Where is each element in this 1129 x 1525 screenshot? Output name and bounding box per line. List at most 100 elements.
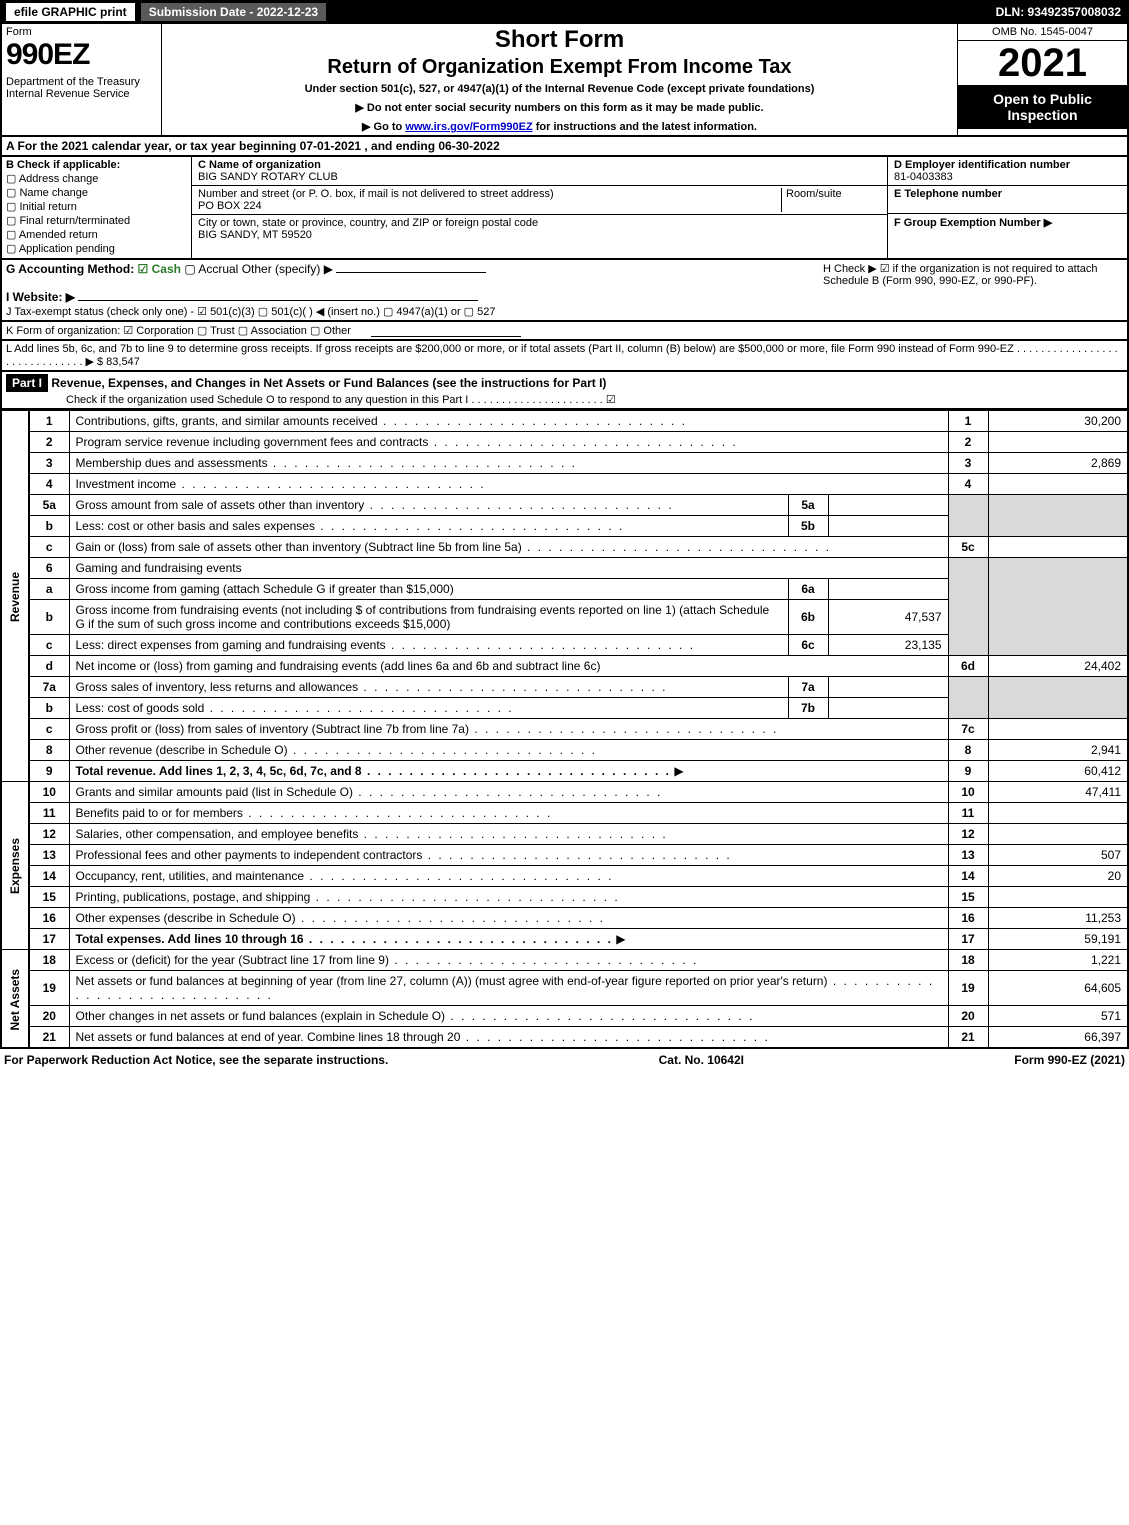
ln-6b: b (29, 600, 69, 635)
ln-19: 19 (29, 971, 69, 1006)
num-7c: 7c (948, 719, 988, 740)
street-address: PO BOX 224 (198, 200, 262, 212)
amt-5c (988, 537, 1128, 558)
column-b-checkboxes: B Check if applicable: Address change Na… (2, 157, 192, 258)
desc-13: Professional fees and other payments to … (69, 845, 948, 866)
block-b-through-f: B Check if applicable: Address change Na… (0, 157, 1129, 260)
part-1-title: Revenue, Expenses, and Changes in Net As… (51, 376, 606, 390)
subamt-6a (828, 579, 948, 600)
ln-21: 21 (29, 1027, 69, 1049)
chk-initial-return[interactable]: Initial return (6, 200, 187, 213)
desc-7c: Gross profit or (loss) from sales of inv… (69, 719, 948, 740)
ln-6: 6 (29, 558, 69, 579)
desc-4: Investment income (69, 474, 948, 495)
ln-5c: c (29, 537, 69, 558)
ln-7a: 7a (29, 677, 69, 698)
desc-15: Printing, publications, postage, and shi… (69, 887, 948, 908)
num-11: 11 (948, 803, 988, 824)
row-l: L Add lines 5b, 6c, and 7b to line 9 to … (0, 341, 1129, 372)
expenses-side-label: Expenses (1, 782, 29, 950)
chk-final-return[interactable]: Final return/terminated (6, 214, 187, 227)
g-cash-checked[interactable]: ☑ Cash (138, 262, 181, 276)
k-other-blank[interactable] (371, 324, 521, 337)
chk-amended-return[interactable]: Amended return (6, 228, 187, 241)
desc-11: Benefits paid to or for members (69, 803, 948, 824)
amt-14: 20 (988, 866, 1128, 887)
desc-5b: Less: cost or other basis and sales expe… (69, 516, 788, 537)
desc-10: Grants and similar amounts paid (list in… (69, 782, 948, 803)
instruction-bullet-1: ▶ Do not enter social security numbers o… (170, 101, 949, 114)
f-group-exemption-label: F Group Exemption Number ▶ (894, 217, 1052, 229)
ln-15: 15 (29, 887, 69, 908)
ln-3: 3 (29, 453, 69, 474)
amt-4 (988, 474, 1128, 495)
chk-address-change[interactable]: Address change (6, 172, 187, 185)
subamt-5a (828, 495, 948, 516)
num-14: 14 (948, 866, 988, 887)
line-a-tax-year: A For the 2021 calendar year, or tax yea… (0, 137, 1129, 157)
ln-6c: c (29, 635, 69, 656)
g-other[interactable]: Other (specify) ▶ (242, 262, 333, 276)
desc-14: Occupancy, rent, utilities, and maintena… (69, 866, 948, 887)
num-16: 16 (948, 908, 988, 929)
chk-application-pending[interactable]: Application pending (6, 242, 187, 255)
amt-10: 47,411 (988, 782, 1128, 803)
ln-18: 18 (29, 950, 69, 971)
column-d-e-f: D Employer identification number 81-0403… (887, 157, 1127, 258)
desc-3: Membership dues and assessments (69, 453, 948, 474)
website-blank[interactable] (78, 300, 478, 301)
row-k: K Form of organization: ☑ Corporation ▢ … (0, 322, 1129, 341)
amt-18: 1,221 (988, 950, 1128, 971)
short-form-title: Short Form (170, 26, 949, 54)
desc-5a: Gross amount from sale of assets other t… (69, 495, 788, 516)
desc-19: Net assets or fund balances at beginning… (69, 971, 948, 1006)
num-4: 4 (948, 474, 988, 495)
ln-5b: b (29, 516, 69, 537)
desc-16: Other expenses (describe in Schedule O) (69, 908, 948, 929)
chk-name-change[interactable]: Name change (6, 186, 187, 199)
amt-1: 30,200 (988, 411, 1128, 432)
amt-13: 507 (988, 845, 1128, 866)
city-label: City or town, state or province, country… (198, 217, 538, 229)
g-accrual[interactable]: ▢ Accrual (184, 262, 238, 276)
submission-date: Submission Date - 2022-12-23 (139, 1, 328, 23)
desc-5c: Gain or (loss) from sale of assets other… (69, 537, 948, 558)
org-name: BIG SANDY ROTARY CLUB (198, 171, 338, 183)
amt-20: 571 (988, 1006, 1128, 1027)
num-3: 3 (948, 453, 988, 474)
row-g-h: G Accounting Method: ☑ Cash ▢ Accrual Ot… (0, 260, 1129, 322)
num-15: 15 (948, 887, 988, 908)
desc-8: Other revenue (describe in Schedule O) (69, 740, 948, 761)
open-to-public: Open to Public Inspection (958, 85, 1127, 129)
subln-6a: 6a (788, 579, 828, 600)
subamt-6b: 47,537 (828, 600, 948, 635)
amt-2 (988, 432, 1128, 453)
shade-7 (948, 677, 988, 719)
c-name-label: C Name of organization (198, 159, 321, 171)
efile-print-button[interactable]: efile GRAPHIC print (4, 1, 137, 23)
subln-6b: 6b (788, 600, 828, 635)
desc-7b: Less: cost of goods sold (69, 698, 788, 719)
g-other-blank[interactable] (336, 272, 486, 273)
num-9: 9 (948, 761, 988, 782)
b-label: B Check if applicable: (6, 159, 120, 171)
subtitle: Under section 501(c), 527, or 4947(a)(1)… (170, 83, 949, 95)
street-label: Number and street (or P. O. box, if mail… (198, 188, 554, 200)
desc-7a: Gross sales of inventory, less returns a… (69, 677, 788, 698)
amt-6d: 24,402 (988, 656, 1128, 677)
irs-link[interactable]: www.irs.gov/Form990EZ (405, 121, 532, 133)
amt-17: 59,191 (988, 929, 1128, 950)
k-form-org: K Form of organization: ☑ Corporation ▢ … (6, 324, 351, 337)
subln-7b: 7b (788, 698, 828, 719)
department-label: Department of the Treasury Internal Reve… (6, 76, 157, 100)
desc-6d: Net income or (loss) from gaming and fun… (69, 656, 948, 677)
part-1-sub: Check if the organization used Schedule … (66, 394, 616, 406)
num-20: 20 (948, 1006, 988, 1027)
part-1-header-row: Part I Revenue, Expenses, and Changes in… (0, 372, 1129, 410)
desc-1: Contributions, gifts, grants, and simila… (69, 411, 948, 432)
ln-1: 1 (29, 411, 69, 432)
footer-right: Form 990-EZ (2021) (1014, 1053, 1125, 1067)
l-gross-receipts: L Add lines 5b, 6c, and 7b to line 9 to … (6, 343, 1123, 368)
shade-5-amt (988, 495, 1128, 537)
desc-6b: Gross income from fundraising events (no… (69, 600, 788, 635)
